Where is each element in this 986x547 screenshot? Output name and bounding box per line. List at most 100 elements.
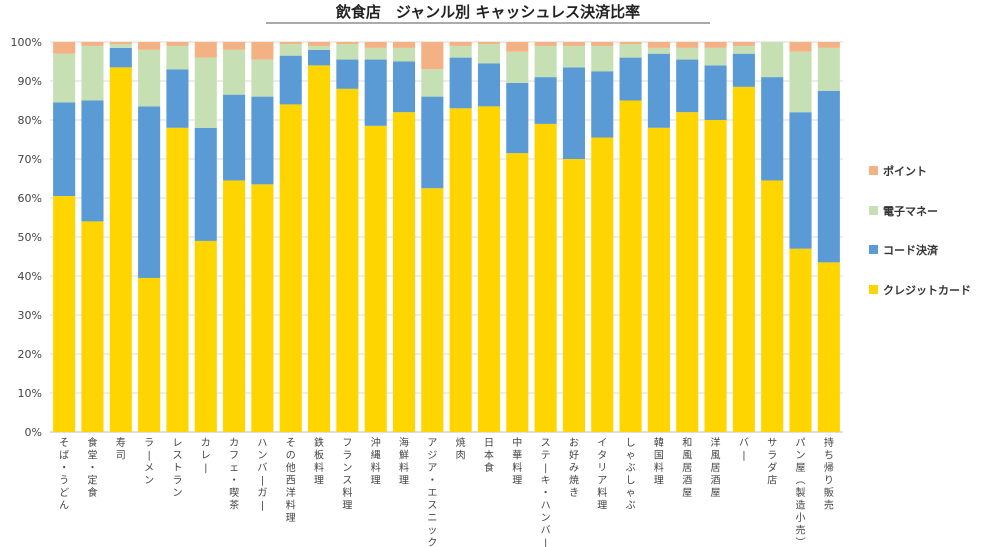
bar-segment-3 [676,42,699,48]
bar-segment-3 [194,42,217,58]
y-tick-label: 40% [18,270,42,283]
bar-segment-3 [591,42,614,46]
bar-segment-3 [732,42,755,46]
bar-stack [761,42,784,432]
bar-segment-3 [619,42,642,44]
bar-segment-3 [251,42,274,60]
bar-segment-1 [251,96,274,185]
bar-segment-2 [166,45,189,70]
bar-stack [732,42,755,432]
bar-segment-3 [647,42,670,48]
bar-segment-0 [704,120,727,432]
bar-segment-3 [449,42,472,46]
bar-segment-3 [421,42,444,70]
bar-segment-3 [279,42,302,44]
x-tick-label: 和風居酒屋 [682,437,692,499]
bar-segment-0 [194,240,217,432]
bar-stack [138,42,161,432]
bar-segment-3 [789,42,812,52]
bar-segment-1 [392,61,416,113]
bar-segment-1 [364,59,387,126]
bar-segment-3 [166,42,189,46]
bar-segment-2 [789,51,812,113]
bar-segment-3 [534,42,557,46]
bar-segment-1 [477,63,501,107]
x-tick-label: レストラン [172,438,182,499]
bar-segment-1 [647,53,670,128]
x-tick-label: そば・うどん [59,437,69,512]
bar-segment-1 [421,96,444,189]
bar-segment-1 [53,102,76,197]
bar-segment-1 [676,59,699,113]
bar-segment-2 [364,47,387,60]
bar-segment-2 [138,49,161,107]
x-axis: そば・うどん 食堂・定食 寿司 ラ|メン レストラン カレ| カフェ・喫茶 ハンバ|ガ| その他… [59,436,834,547]
y-tick-label: 70% [18,153,42,166]
bar-segment-0 [647,127,670,433]
bar-segment-1 [591,71,614,138]
x-tick-label: 沖縄料理 [371,436,381,487]
x-tick-label: その他西洋料理 [286,437,296,524]
bar-segment-0 [534,123,557,433]
bar-stack [421,42,444,432]
bar-segment-2 [53,53,76,103]
bar-segment-0 [591,137,614,433]
bar-segment-2 [308,45,331,50]
legend-label: ポイント [883,164,927,178]
bar-stack [194,42,217,432]
x-tick-label: 焼肉 [456,437,466,462]
bar-segment-2 [732,45,755,54]
bar-stack [336,42,359,433]
bars [53,42,840,433]
bar-segment-3 [364,42,387,48]
bar-segment-0 [477,106,501,432]
bar-segment-3 [817,42,840,48]
x-tick-label: アジア・エスニック [427,438,437,547]
x-tick-label: ラ|メン [144,437,154,487]
bar-stack [166,42,189,433]
bar-segment-1 [704,65,727,120]
x-tick-label: 韓国料理 [654,437,664,487]
bar-segment-1 [789,112,812,249]
bar-segment-2 [223,49,246,95]
x-tick-label: パン屋︵製造小売︶ [796,437,806,547]
bar-segment-3 [392,42,416,48]
bar-segment-0 [223,180,246,432]
y-tick-label: 50% [18,231,42,244]
bar-segment-1 [81,100,104,222]
bar-segment-0 [109,67,132,432]
legend-label: コード決済 [883,243,939,257]
y-tick-label: 30% [18,309,42,322]
bar-stack [562,42,585,432]
bar-segment-1 [166,69,189,128]
bar-segment-2 [392,47,416,62]
bar-segment-2 [591,45,614,72]
bar-segment-2 [251,59,274,97]
bar-segment-1 [506,82,529,154]
bar-segment-1 [279,55,302,105]
bar-segment-0 [336,88,359,433]
bar-segment-3 [704,42,727,48]
bar-stack [647,42,670,433]
x-tick-label: 中華料理 [512,436,522,487]
bar-segment-0 [619,100,642,432]
bar-segment-0 [392,112,416,432]
bar-segment-0 [53,196,76,432]
bar-segment-2 [761,42,784,78]
x-tick-label: イタリア料理 [597,438,607,512]
bar-segment-2 [421,69,444,97]
bar-segment-0 [279,104,302,433]
x-tick-label: ハンバ|ガ| [257,438,267,512]
bar-segment-0 [421,188,444,432]
bar-stack [704,42,727,432]
chart-title: 飲食店 ジャンル別 キャッシュレス決済比率 [335,3,640,21]
bar-stack [789,42,812,432]
bar-segment-1 [761,77,784,181]
y-tick-label: 100% [11,36,42,49]
bar-stack [308,42,331,433]
bar-segment-1 [138,106,161,278]
y-tick-label: 0% [25,426,42,439]
x-tick-label: フランス料理 [342,438,352,512]
bar-segment-3 [223,42,246,50]
